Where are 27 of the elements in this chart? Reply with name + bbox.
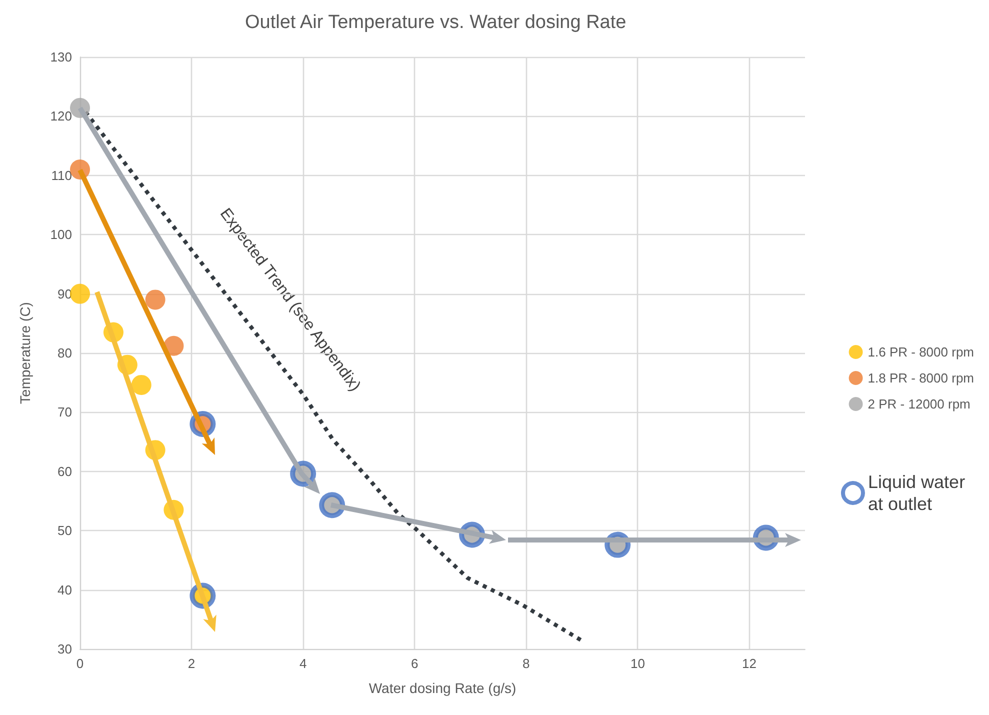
x-tick-label: 12 — [742, 656, 756, 671]
point — [70, 284, 90, 304]
x-tick-label: 10 — [630, 656, 645, 671]
y-tick-label: 30 — [58, 642, 72, 656]
y-tick-label: 70 — [58, 404, 72, 420]
chart-title: Outlet Air Temperature vs. Water dosing Rate — [245, 12, 626, 33]
y-tick-label: 110 — [51, 168, 72, 183]
x-tick-label: 6 — [411, 656, 418, 671]
point — [131, 374, 152, 395]
y-tick-label: 120 — [50, 108, 72, 124]
y-tick-label: 40 — [58, 582, 72, 598]
x-tick-label: 8 — [522, 656, 530, 671]
legend-label: 2 PR - 12000 rpm — [868, 396, 970, 412]
x-tick-label: 4 — [299, 656, 307, 671]
x-axis-title: Water dosing Rate (g/s) — [368, 680, 516, 696]
y-axis-title: Temperature (C) — [17, 302, 33, 404]
y-tick-label: 80 — [58, 346, 72, 360]
legend-label: 1.8 PR - 8000 rpm — [868, 370, 974, 386]
x-tick-label: 0 — [76, 656, 84, 671]
y-tick-label: 60 — [58, 464, 72, 479]
x-tick-label: 2 — [188, 656, 196, 671]
legend-label: 1.6 PR - 8000 rpm — [868, 344, 974, 360]
point — [145, 290, 166, 310]
y-tick-label: 100 — [50, 227, 72, 242]
y-tick-label: 50 — [58, 523, 72, 538]
y-tick-label: 130 — [50, 50, 72, 64]
legend-label: Liquid water at outlet — [868, 472, 970, 514]
